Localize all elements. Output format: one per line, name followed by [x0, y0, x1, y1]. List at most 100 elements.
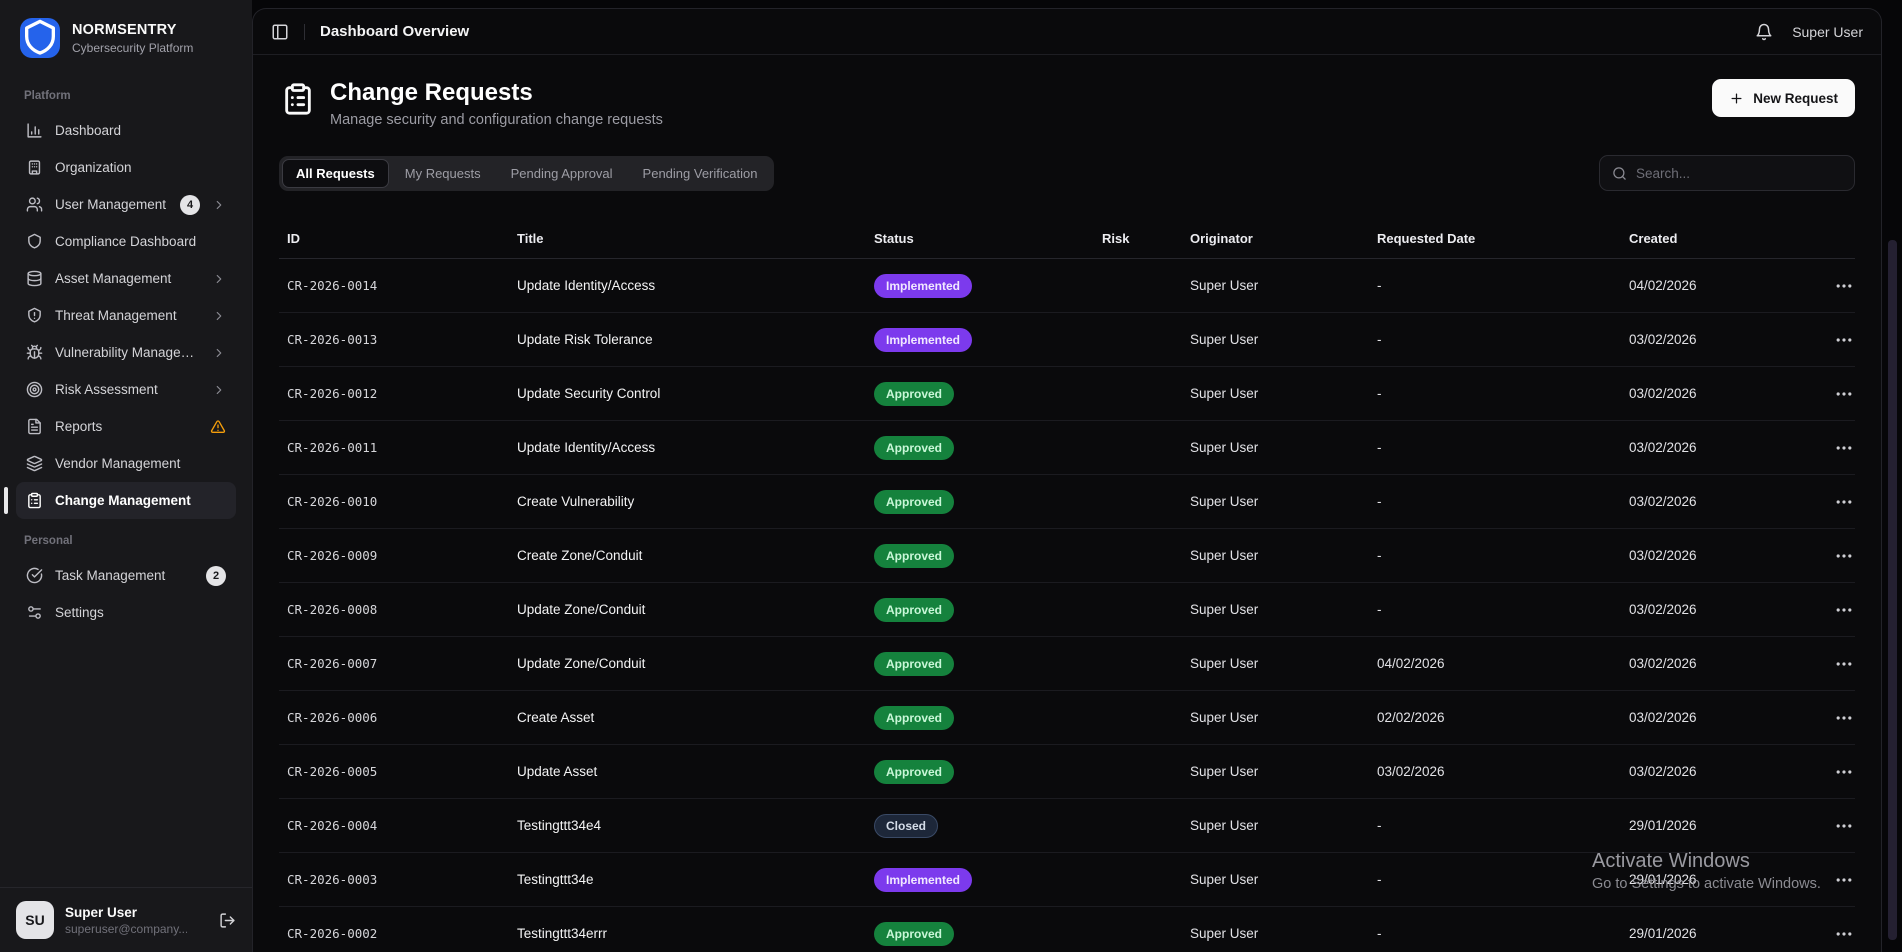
cell-requested-date: - — [1377, 494, 1382, 509]
row-actions-button[interactable] — [1834, 924, 1854, 944]
sidebar-item-asset-management[interactable]: Asset Management — [16, 260, 236, 297]
change-requests-table: ID Title Status Risk Originator Requested Dat… — [279, 219, 1855, 952]
cell-status: Approved — [874, 705, 1102, 730]
row-actions-button[interactable] — [1834, 438, 1854, 458]
table-row[interactable]: CR-2026-0011 Update Identity/Access Approv… — [279, 421, 1855, 475]
row-actions-button[interactable] — [1834, 276, 1854, 296]
row-actions-button[interactable] — [1834, 654, 1854, 674]
cell-requested-date: 04/02/2026 — [1377, 656, 1445, 671]
page-scrollbar[interactable] — [1888, 240, 1897, 940]
sidebar-item-dashboard[interactable]: Dashboard — [16, 112, 236, 149]
tab-pending-approval[interactable]: Pending Approval — [497, 159, 627, 188]
table-row[interactable]: CR-2026-0010 Create Vulnerability Approved… — [279, 475, 1855, 529]
row-actions-button[interactable] — [1834, 600, 1854, 620]
tab-my-requests[interactable]: My Requests — [391, 159, 495, 188]
cell-id: CR-2026-0002 — [287, 926, 378, 941]
sidebar-item-threat-management[interactable]: Threat Management — [16, 297, 236, 334]
row-actions-button[interactable] — [1834, 492, 1854, 512]
app-logo-row: NORMSENTRY Cybersecurity Platform — [0, 0, 252, 70]
row-actions-button[interactable] — [1834, 384, 1854, 404]
cell-title: Update Asset — [517, 764, 598, 779]
cell-originator: Super User — [1190, 602, 1259, 617]
cell-originator: Super User — [1190, 278, 1259, 293]
sidebar-item-label: Compliance Dashboard — [55, 234, 197, 249]
chevron-right-icon — [212, 272, 226, 286]
ellipsis-icon — [1834, 276, 1854, 296]
search-input[interactable] — [1636, 165, 1842, 181]
row-actions-button[interactable] — [1834, 546, 1854, 566]
sidebar-item-label: Vulnerability Managem... — [55, 345, 200, 360]
section-label-platform: Platform — [24, 90, 71, 102]
topbar-divider — [304, 23, 305, 40]
new-request-button[interactable]: New Request — [1712, 79, 1855, 117]
cell-actions — [1834, 492, 1864, 512]
sidebar-item-risk-assessment[interactable]: Risk Assessment — [16, 371, 236, 408]
ellipsis-icon — [1834, 654, 1854, 674]
sidebar-item-task-management[interactable]: Task Management 2 — [16, 557, 236, 594]
sidebar-user-card[interactable]: SU Super User superuser@company.... — [0, 887, 252, 952]
row-actions-button[interactable] — [1834, 870, 1854, 890]
app-name: NORMSENTRY — [72, 21, 177, 38]
cell-originator: Super User — [1190, 386, 1259, 401]
tab-pending-verification[interactable]: Pending Verification — [629, 159, 772, 188]
column-header-id: ID — [287, 231, 300, 246]
content: Change Requests Manage security and conf… — [253, 55, 1881, 952]
sidebar-item-label: Asset Management — [55, 271, 172, 286]
row-actions-button[interactable] — [1834, 816, 1854, 836]
sidebar-item-vendor-management[interactable]: Vendor Management — [16, 445, 236, 482]
cell-actions — [1834, 708, 1864, 728]
sidebar-item-user-management[interactable]: User Management 4 — [16, 186, 236, 223]
cell-status: Implemented — [874, 273, 1102, 298]
status-badge: Approved — [874, 381, 955, 406]
row-actions-button[interactable] — [1834, 708, 1854, 728]
sidebar-item-reports[interactable]: Reports — [16, 408, 236, 445]
sidebar-item-organization[interactable]: Organization — [16, 149, 236, 186]
sidebar-item-label: Task Management — [55, 568, 166, 583]
cell-created: 03/02/2026 — [1629, 494, 1697, 509]
sidebar-item-vulnerability-managem[interactable]: Vulnerability Managem... — [16, 334, 236, 371]
table-row[interactable]: CR-2026-0004 Testingttt34e4 Closed Super Us… — [279, 799, 1855, 853]
sliders-icon — [26, 604, 43, 621]
ellipsis-icon — [1834, 492, 1854, 512]
table-row[interactable]: CR-2026-0006 Create Asset Approved Super Us… — [279, 691, 1855, 745]
cell-actions — [1834, 330, 1864, 350]
avatar: SU — [16, 901, 54, 939]
column-header-status: Status — [874, 231, 914, 246]
cell-title: Create Vulnerability — [517, 494, 635, 509]
sidebar-item-settings[interactable]: Settings — [16, 594, 236, 631]
cell-id: CR-2026-0004 — [287, 818, 378, 833]
sidebar-item-compliance-dashboard[interactable]: Compliance Dashboard — [16, 223, 236, 260]
table-row[interactable]: CR-2026-0007 Update Zone/Conduit Approved S… — [279, 637, 1855, 691]
table-row[interactable]: CR-2026-0003 Testingttt34e Implemented Supe… — [279, 853, 1855, 907]
topbar-user[interactable]: Super User — [1792, 23, 1863, 40]
tab-all-requests[interactable]: All Requests — [282, 158, 389, 188]
cell-originator: Super User — [1190, 548, 1259, 563]
building-icon — [26, 159, 43, 176]
table-row[interactable]: CR-2026-0002 Testingttt34errr Approved Supe… — [279, 907, 1855, 952]
sidebar-item-change-management[interactable]: Change Management — [4, 482, 236, 519]
bell-icon[interactable] — [1755, 23, 1773, 41]
row-actions-button[interactable] — [1834, 330, 1854, 350]
log-out-icon[interactable] — [219, 912, 236, 929]
panel-left-icon[interactable] — [271, 23, 289, 41]
cell-title: Update Risk Tolerance — [517, 332, 653, 347]
row-actions-button[interactable] — [1834, 762, 1854, 782]
shield-icon — [26, 233, 43, 250]
section-label-personal: Personal — [24, 535, 73, 547]
cell-requested-date: - — [1377, 386, 1382, 401]
clipboard-list-icon — [281, 82, 315, 116]
search-box[interactable] — [1599, 155, 1855, 191]
chevron-right-icon — [212, 198, 226, 212]
status-badge: Approved — [874, 543, 955, 568]
table-row[interactable]: CR-2026-0012 Update Security Control Appro… — [279, 367, 1855, 421]
cell-created: 04/02/2026 — [1629, 278, 1697, 293]
table-row[interactable]: CR-2026-0008 Update Zone/Conduit Approved S… — [279, 583, 1855, 637]
table-row[interactable]: CR-2026-0005 Update Asset Approved Super Us… — [279, 745, 1855, 799]
cell-actions — [1834, 546, 1864, 566]
table-row[interactable]: CR-2026-0009 Create Zone/Conduit Approved S… — [279, 529, 1855, 583]
app-tagline: Cybersecurity Platform — [72, 40, 194, 55]
table-row[interactable]: CR-2026-0014 Update Identity/Access Implem… — [279, 259, 1855, 313]
table-row[interactable]: CR-2026-0013 Update Risk Tolerance Impleme… — [279, 313, 1855, 367]
chevron-right-icon — [212, 309, 226, 323]
status-badge: Approved — [874, 435, 955, 460]
